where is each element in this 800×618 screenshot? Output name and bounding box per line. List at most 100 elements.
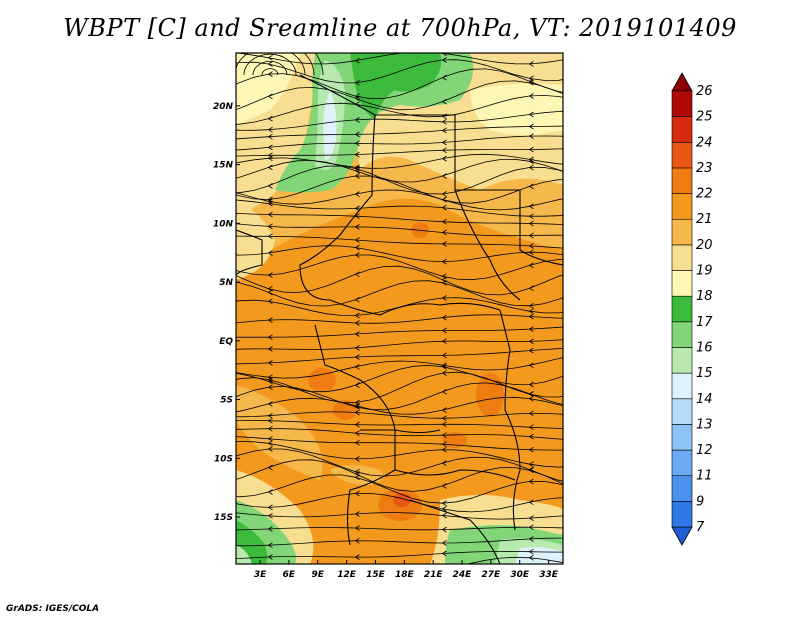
streamline-arrow: [441, 173, 447, 179]
streamline-arrow: [354, 421, 360, 428]
streamline-arrow: [354, 213, 360, 220]
streamline-arrow: [441, 506, 447, 512]
lon-tick-label: 15E: [366, 570, 386, 580]
streamline: [236, 348, 563, 365]
streamline-arrow: [441, 127, 447, 134]
colorbar-label: 23: [696, 161, 713, 176]
lon-tick-label: 3E: [254, 570, 267, 580]
streamline-arrow: [441, 314, 447, 321]
streamline-swirl: [252, 61, 288, 76]
streamline-arrow: [267, 289, 273, 296]
streamline: [236, 371, 563, 404]
lon-tick-label: 18E: [395, 570, 415, 580]
streamline-arrow: [354, 312, 360, 319]
colorbar-segment: [671, 193, 693, 220]
streamline-arrow: [528, 232, 534, 239]
streamline-arrow: [441, 540, 447, 546]
streamline-arrow: [441, 526, 447, 533]
wbpt-18c-northwest: [236, 53, 300, 125]
streamline-arrow: [441, 388, 447, 395]
streamline: [236, 314, 563, 324]
border-zambia: [394, 469, 516, 481]
streamline-arrow: [267, 54, 273, 61]
streamline-arrow: [528, 381, 534, 388]
streamline-arrow: [528, 123, 534, 130]
colorbar-segment: [671, 167, 693, 194]
streamline-arrow: [528, 79, 534, 86]
lon-tick-label: 33E: [539, 570, 559, 580]
colorbar-label: 17: [696, 315, 713, 330]
streamline-arrow: [267, 412, 273, 419]
streamline-arrow: [267, 425, 273, 432]
streamline-arrow: [267, 211, 273, 218]
streamline-arrow: [354, 345, 360, 351]
streamline-arrow: [528, 362, 534, 369]
streamline-arrow: [354, 525, 360, 531]
streamline: [236, 357, 563, 379]
streamline-arrow: [441, 338, 447, 345]
streamline-arrow: [528, 302, 534, 309]
colorbar-label: 21: [696, 212, 713, 227]
border-zimbabwe: [409, 499, 501, 564]
streamline: [236, 158, 563, 183]
streamline-arrow: [267, 183, 273, 189]
streamline-arrow: [354, 151, 360, 158]
colorbar-segment: [671, 244, 693, 271]
streamline: [305, 556, 563, 564]
streamline-arrow: [354, 165, 360, 172]
streamline: [236, 382, 563, 411]
streamline-swirl: [314, 53, 324, 76]
streamline-arrow: [267, 384, 273, 391]
streamline-arrow: [267, 272, 273, 278]
streamline-arrow: [528, 313, 534, 320]
streamline-arrow: [528, 390, 534, 397]
streamline: [236, 135, 563, 151]
colorbar-label: 7: [696, 520, 705, 535]
streamline-arrow: [267, 542, 273, 549]
streamline-arrow: [441, 74, 447, 81]
streamline-arrow: [441, 57, 447, 63]
streamline: [236, 411, 563, 419]
streamline: [236, 550, 563, 560]
streamline-arrow: [528, 461, 534, 468]
colorbar-segment: [671, 141, 693, 169]
streamline-arrow: [354, 224, 360, 230]
streamline: [236, 189, 563, 211]
streamline-arrow: [441, 432, 447, 439]
streamline: [236, 396, 563, 415]
streamline-arrow: [528, 467, 534, 474]
streamline-arrow: [354, 382, 360, 388]
streamline: [236, 68, 563, 100]
wbpt-16c-southwest: [236, 545, 252, 564]
lat-tick-label: 10S: [214, 454, 233, 464]
streamline-arrow: [528, 424, 534, 431]
streamline: [236, 492, 563, 513]
streamline-arrow: [354, 439, 360, 446]
streamline-arrow: [441, 98, 447, 105]
streamline: [236, 326, 563, 338]
streamline: [236, 512, 563, 520]
streamline-arrow: [528, 347, 534, 354]
streamline-arrow: [441, 327, 447, 334]
colorbar-label: 22: [696, 187, 713, 202]
streamline-arrow: [267, 198, 273, 205]
streamline-arrow: [528, 433, 534, 440]
streamline-arrow: [354, 363, 360, 370]
streamline-arrow: [267, 223, 273, 230]
lat-tick-label: 15S: [214, 513, 233, 523]
lon-tick-label: 30E: [510, 570, 530, 580]
streamline: [236, 94, 563, 125]
streamline-arrow: [441, 295, 447, 301]
streamline-arrow: [441, 362, 447, 369]
streamline-arrow: [267, 464, 273, 471]
colorbar-segment: [671, 398, 693, 425]
streamline-arrow: [528, 158, 534, 165]
streamline-arrow: [441, 241, 447, 247]
colorbar-segment: [671, 270, 693, 297]
colorbar-label: 26: [696, 84, 713, 99]
streamline-arrow: [441, 139, 447, 146]
wbpt-22c-spot-2: [333, 400, 357, 420]
streamline: [236, 254, 563, 281]
streamline-arrow: [441, 118, 447, 125]
streamline-arrow: [267, 512, 273, 519]
